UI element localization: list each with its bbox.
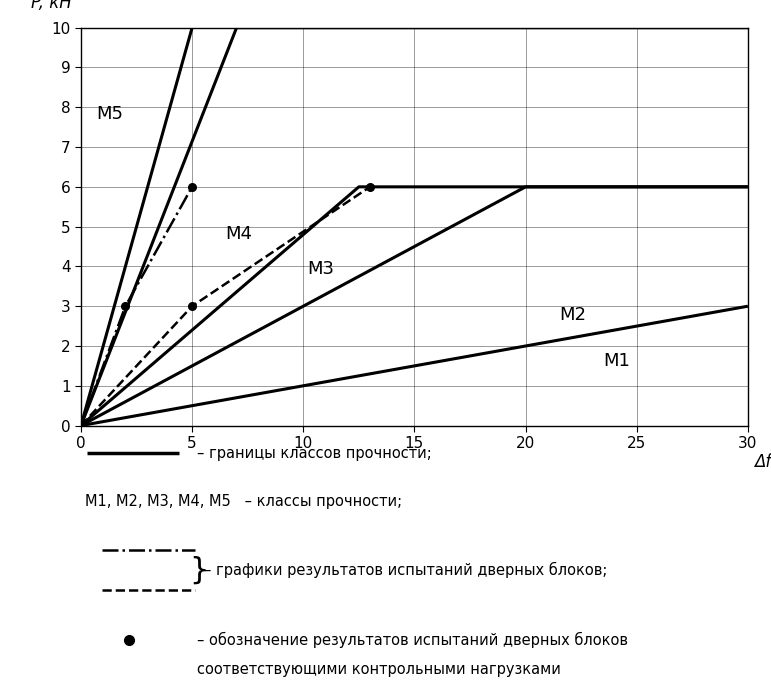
Text: М5: М5 <box>96 105 123 123</box>
Text: P, кН: P, кН <box>31 0 72 12</box>
Text: М1: М1 <box>604 352 630 370</box>
Text: – границы классов прочности;: – границы классов прочности; <box>197 446 431 461</box>
Text: }: } <box>189 556 208 584</box>
Text: М4: М4 <box>225 225 252 243</box>
Text: Δf, мм: Δf, мм <box>755 453 771 471</box>
Text: М2: М2 <box>559 306 586 324</box>
Text: М1, М2, М3, М4, М5   – классы прочности;: М1, М2, М3, М4, М5 – классы прочности; <box>85 494 402 509</box>
Text: – графики результатов испытаний дверных блоков;: – графики результатов испытаний дверных … <box>204 562 608 578</box>
Text: – обозначение результатов испытаний дверных блоков: – обозначение результатов испытаний двер… <box>197 632 628 648</box>
Text: соответствующими контрольными нагрузками: соответствующими контрольными нагрузками <box>197 662 561 677</box>
Text: М3: М3 <box>308 260 335 278</box>
